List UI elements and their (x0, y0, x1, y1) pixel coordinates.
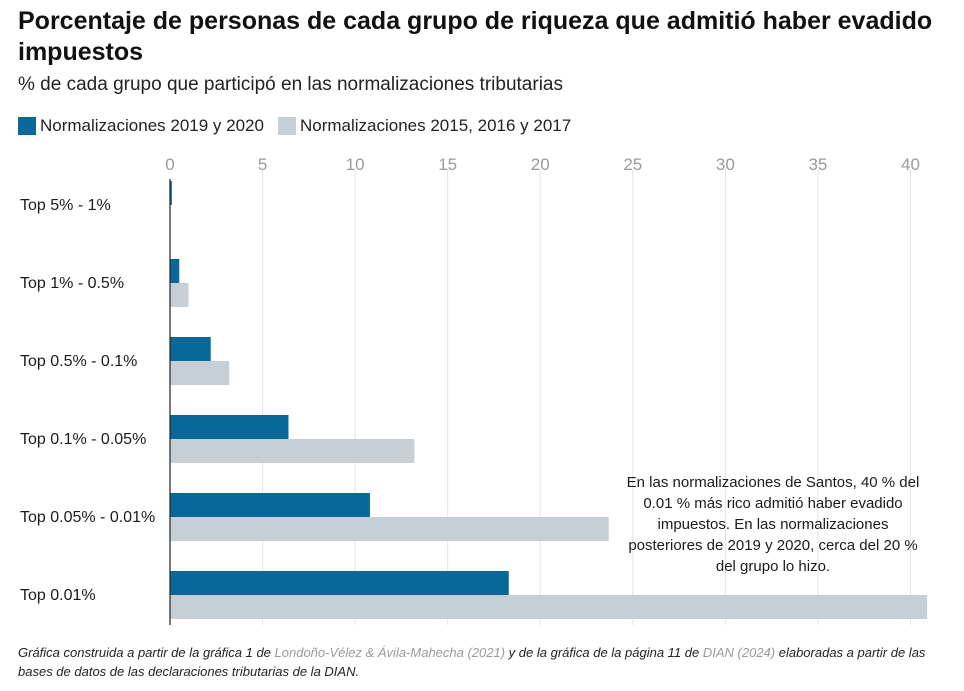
bar-2019-2 (170, 337, 211, 361)
bar-2019-5 (170, 571, 509, 595)
chart-title: Porcentaje de personas de cada grupo de … (18, 7, 933, 66)
annotation-text: En las normalizaciones de Santos, 40 % d… (627, 474, 920, 575)
source-link-londono[interactable]: Londoño-Vélez & Ávila-Mahecha (2021) (274, 645, 506, 660)
x-tick-label-25: 25 (623, 155, 642, 174)
x-tick-label-0: 0 (165, 155, 174, 174)
legend: Normalizaciones 2019 y 2020 Normalizacio… (18, 116, 585, 136)
category-label-5: Top 0.01% (20, 587, 96, 604)
category-label-2: Top 0.5% - 0.1% (20, 353, 137, 370)
bar-2019-4 (170, 493, 370, 517)
legend-item-2019: Normalizaciones 2019 y 2020 (18, 116, 264, 136)
x-tick-label-40: 40 (901, 155, 920, 174)
category-label-0: Top 5% - 1% (20, 197, 111, 214)
legend-swatch-2015 (277, 117, 296, 135)
bar-2015-2 (170, 361, 230, 385)
category-label-4: Top 0.05% - 0.01% (20, 509, 155, 526)
category-label-3: Top 0.1% - 0.05% (20, 431, 146, 448)
bar-2015-4 (170, 517, 609, 541)
x-tick-label-10: 10 (346, 155, 365, 174)
x-tick-label-20: 20 (531, 155, 550, 174)
source-link-dian[interactable]: DIAN (2024) (702, 645, 776, 660)
bar-2019-1 (170, 259, 180, 283)
x-tick-label-5: 5 (258, 155, 267, 174)
x-tick-label-35: 35 (808, 155, 827, 174)
bar-2019-3 (170, 415, 289, 439)
source-suffix: elaboradas a partir de las bases de dato… (18, 645, 926, 679)
source-middle: y de la gráfica de la página 11 de (505, 645, 703, 660)
bar-2015-3 (170, 439, 415, 463)
bar-2019-0 (170, 181, 172, 205)
source-prefix: Gráfica construida a partir de la gráfic… (18, 645, 275, 660)
legend-item-2015: Normalizaciones 2015, 2016 y 2017 (277, 116, 572, 136)
legend-label-2019: Normalizaciones 2019 y 2020 (40, 116, 264, 135)
bar-2015-5 (170, 595, 928, 619)
chart-subtitle: % de cada grupo que participó en las nor… (18, 74, 563, 95)
source-note: Gráfica construida a partir de la gráfic… (18, 643, 938, 681)
legend-label-2015: Normalizaciones 2015, 2016 y 2017 (299, 116, 572, 135)
legend-swatch-2019 (18, 117, 36, 135)
x-tick-label-30: 30 (716, 155, 735, 174)
x-tick-label-15: 15 (438, 155, 457, 174)
bar-2015-1 (170, 283, 189, 307)
bar-chart: 0 5 10 15 20 25 30 35 40 Top 5% - 1% Top 1% - 0.5%… (20, 155, 928, 625)
category-label-1: Top 1% - 0.5% (20, 275, 124, 292)
